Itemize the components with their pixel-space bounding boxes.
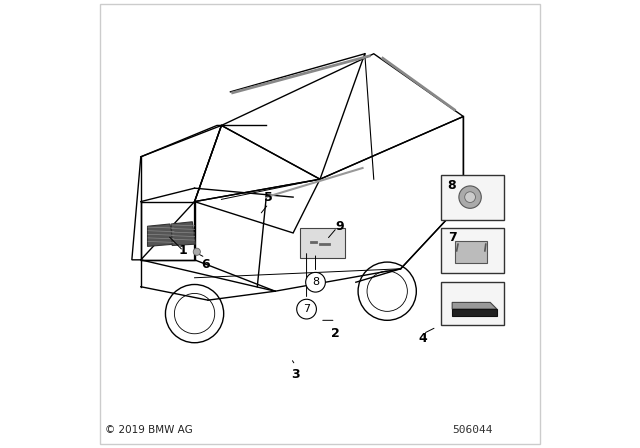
Text: 9: 9	[336, 220, 344, 233]
Text: 6: 6	[202, 258, 210, 271]
Text: 8: 8	[312, 277, 319, 287]
FancyBboxPatch shape	[455, 241, 487, 263]
Polygon shape	[148, 224, 174, 246]
Circle shape	[297, 299, 316, 319]
Text: © 2019 BMW AG: © 2019 BMW AG	[105, 425, 193, 435]
Polygon shape	[172, 222, 195, 246]
Circle shape	[193, 248, 200, 255]
FancyBboxPatch shape	[441, 175, 504, 220]
Text: 3: 3	[291, 367, 300, 381]
Text: 7: 7	[303, 304, 310, 314]
Circle shape	[465, 192, 476, 202]
FancyBboxPatch shape	[441, 282, 504, 325]
Text: 506044: 506044	[452, 425, 493, 435]
Circle shape	[459, 186, 481, 208]
Text: 4: 4	[419, 332, 428, 345]
FancyBboxPatch shape	[300, 228, 345, 258]
Text: 7: 7	[448, 231, 456, 244]
Polygon shape	[452, 309, 497, 316]
Polygon shape	[452, 302, 497, 309]
Circle shape	[306, 272, 325, 292]
Text: 1: 1	[179, 244, 188, 258]
Text: 2: 2	[332, 327, 340, 340]
Text: 8: 8	[448, 179, 456, 192]
FancyBboxPatch shape	[441, 228, 504, 273]
Text: 5: 5	[264, 190, 273, 204]
